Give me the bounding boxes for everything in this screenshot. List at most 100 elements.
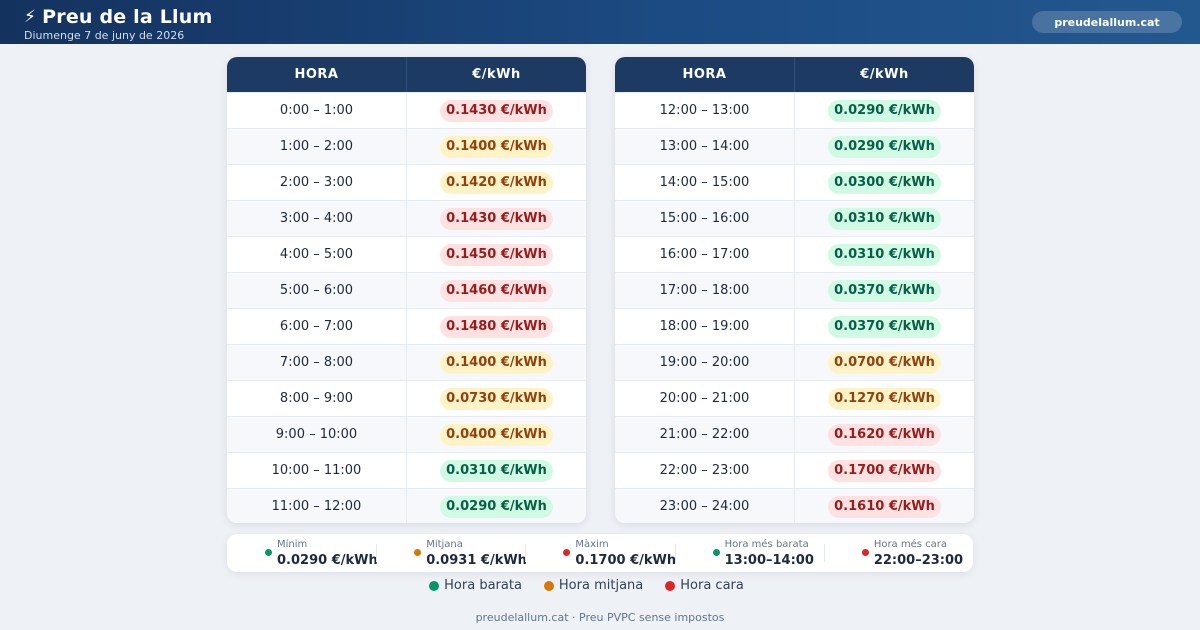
price-cell: 0.0290 €/kWh (795, 93, 974, 128)
table-row: 2:00 – 3:00 0.1420 €/kWh (227, 164, 586, 200)
table-row: 5:00 – 6:00 0.1460 €/kWh (227, 272, 586, 308)
table-header: HORA €/kWh (227, 57, 586, 92)
price-badge-high: 0.1460 €/kWh (440, 279, 553, 302)
stat-item: Màxim 0.1700 €/kWh (525, 534, 677, 572)
hour-cell: 18:00 – 19:00 (615, 309, 795, 344)
page-date: Diumenge 7 de juny de 2026 (24, 29, 185, 42)
hour-cell: 5:00 – 6:00 (227, 273, 407, 308)
price-badge-cheap: 0.0310 €/kWh (828, 207, 941, 230)
price-badge-high: 0.1620 €/kWh (828, 423, 941, 446)
column-header-price: €/kWh (860, 67, 909, 82)
price-legend: Hora barata Hora mitjana Hora cara (0, 578, 1200, 593)
price-cell: 0.1620 €/kWh (795, 417, 974, 452)
price-cell: 0.0370 €/kWh (795, 273, 974, 308)
price-cell: 0.1270 €/kWh (795, 381, 974, 416)
hour-cell: 1:00 – 2:00 (227, 129, 407, 164)
legend-label: Hora mitjana (558, 578, 644, 593)
price-cell: 0.1430 €/kWh (407, 201, 586, 236)
price-badge-cheap: 0.0300 €/kWh (828, 171, 941, 194)
table-row: 9:00 – 10:00 0.0400 €/kWh (227, 416, 586, 452)
price-badge-mid: 0.0700 €/kWh (828, 351, 941, 374)
status-dot-icon (414, 549, 422, 556)
table-row: 0:00 – 1:00 0.1430 €/kWh (227, 92, 586, 128)
price-cell: 0.1610 €/kWh (795, 489, 974, 523)
price-badge-cheap: 0.0290 €/kWh (828, 135, 941, 158)
price-badge-high: 0.1450 €/kWh (440, 243, 553, 266)
hour-cell: 14:00 – 15:00 (615, 165, 795, 200)
price-cell: 0.0290 €/kWh (795, 129, 974, 164)
column-header-price: €/kWh (472, 67, 521, 82)
table-row: 1:00 – 2:00 0.1400 €/kWh (227, 128, 586, 164)
legend-label: Hora barata (444, 578, 522, 593)
legend-item: Hora barata (429, 578, 522, 593)
hour-cell: 11:00 – 12:00 (227, 489, 407, 523)
price-badge-cheap: 0.0310 €/kWh (440, 459, 553, 482)
status-dot-icon (861, 549, 869, 556)
price-cell: 0.0310 €/kWh (795, 237, 974, 272)
price-cell: 0.1400 €/kWh (407, 129, 586, 164)
price-cell: 0.0730 €/kWh (407, 381, 586, 416)
price-cell: 0.0400 €/kWh (407, 417, 586, 452)
table-row: 12:00 – 13:00 0.0290 €/kWh (615, 92, 974, 128)
price-cell: 0.1420 €/kWh (407, 165, 586, 200)
price-badge-high: 0.1430 €/kWh (440, 207, 553, 230)
price-cell: 0.1430 €/kWh (407, 93, 586, 128)
price-badge-high: 0.1610 €/kWh (828, 495, 941, 518)
price-table-afternoon: HORA €/kWh 12:00 – 13:00 0.0290 €/kWh 13:0… (615, 57, 974, 523)
stat-label: Mitjana (426, 539, 463, 550)
table-row: 19:00 – 20:00 0.0700 €/kWh (615, 344, 974, 380)
table-row: 8:00 – 9:00 0.0730 €/kWh (227, 380, 586, 416)
price-badge-mid: 0.0730 €/kWh (440, 387, 553, 410)
price-badge-cheap: 0.0370 €/kWh (828, 279, 941, 302)
legend-label: Hora cara (680, 578, 744, 593)
price-cell: 0.0310 €/kWh (407, 453, 586, 488)
price-table-morning: HORA €/kWh 0:00 – 1:00 0.1430 €/kWh 1:00 –… (227, 57, 586, 523)
price-badge-mid: 0.1400 €/kWh (440, 135, 553, 158)
hour-cell: 12:00 – 13:00 (615, 93, 795, 128)
stat-item: Mitjana 0.0931 €/kWh (376, 534, 527, 572)
table-row: 16:00 – 17:00 0.0310 €/kWh (615, 236, 974, 272)
hour-cell: 19:00 – 20:00 (615, 345, 795, 380)
hour-cell: 3:00 – 4:00 (227, 201, 407, 236)
price-badge-mid: 0.1400 €/kWh (440, 351, 553, 374)
brand: ⚡ Preu de la Llum Diumenge 7 de juny de … (24, 6, 212, 42)
status-dot-icon (712, 549, 720, 556)
price-cell: 0.1700 €/kWh (795, 453, 974, 488)
price-cell: 0.0700 €/kWh (795, 345, 974, 380)
app-title-text: Preu de la Llum (42, 6, 213, 28)
table-row: 15:00 – 16:00 0.0310 €/kWh (615, 200, 974, 236)
price-cell: 0.1450 €/kWh (407, 237, 586, 272)
stat-value: 0.0931 €/kWh (426, 553, 527, 568)
hour-cell: 6:00 – 7:00 (227, 309, 407, 344)
hour-cell: 13:00 – 14:00 (615, 129, 795, 164)
table-row: 3:00 – 4:00 0.1430 €/kWh (227, 200, 586, 236)
site-link-button[interactable]: preudelallum.cat (1032, 11, 1182, 33)
stat-value: 0.1700 €/kWh (575, 553, 677, 568)
stat-value: 0.0290 €/kWh (277, 553, 378, 568)
table-row: 22:00 – 23:00 0.1700 €/kWh (615, 452, 974, 488)
price-cell: 0.0300 €/kWh (795, 165, 974, 200)
stat-item: Hora més barata 13:00–14:00 (674, 534, 824, 572)
table-row: 4:00 – 5:00 0.1450 €/kWh (227, 236, 586, 272)
table-row: 11:00 – 12:00 0.0290 €/kWh (227, 488, 586, 523)
app-title: ⚡ Preu de la Llum (24, 6, 212, 28)
hour-cell: 15:00 – 16:00 (615, 201, 795, 236)
table-header: HORA €/kWh (615, 57, 974, 92)
stat-label: Màxim (575, 539, 609, 550)
summary-stats: Mínim 0.0290 €/kWh Mitjana 0.0931 €/kWh Màxi… (227, 534, 973, 572)
price-cell: 0.0290 €/kWh (407, 489, 586, 523)
stat-value: 13:00–14:00 (724, 553, 814, 568)
table-row: 7:00 – 8:00 0.1400 €/kWh (227, 344, 586, 380)
column-header-hour: HORA (227, 57, 407, 92)
hour-cell: 20:00 – 21:00 (615, 381, 795, 416)
table-body: 12:00 – 13:00 0.0290 €/kWh 13:00 – 14:00 0.… (615, 92, 974, 523)
stat-label: Hora més barata (724, 539, 809, 550)
price-badge-high: 0.1430 €/kWh (440, 99, 553, 122)
stat-value: 22:00–23:00 (873, 553, 964, 568)
hour-cell: 22:00 – 23:00 (615, 453, 795, 488)
table-row: 6:00 – 7:00 0.1480 €/kWh (227, 308, 586, 344)
price-cell: 0.0370 €/kWh (795, 309, 974, 344)
legend-dot-icon (665, 580, 676, 591)
price-cell: 0.1460 €/kWh (407, 273, 586, 308)
table-row: 10:00 – 11:00 0.0310 €/kWh (227, 452, 586, 488)
